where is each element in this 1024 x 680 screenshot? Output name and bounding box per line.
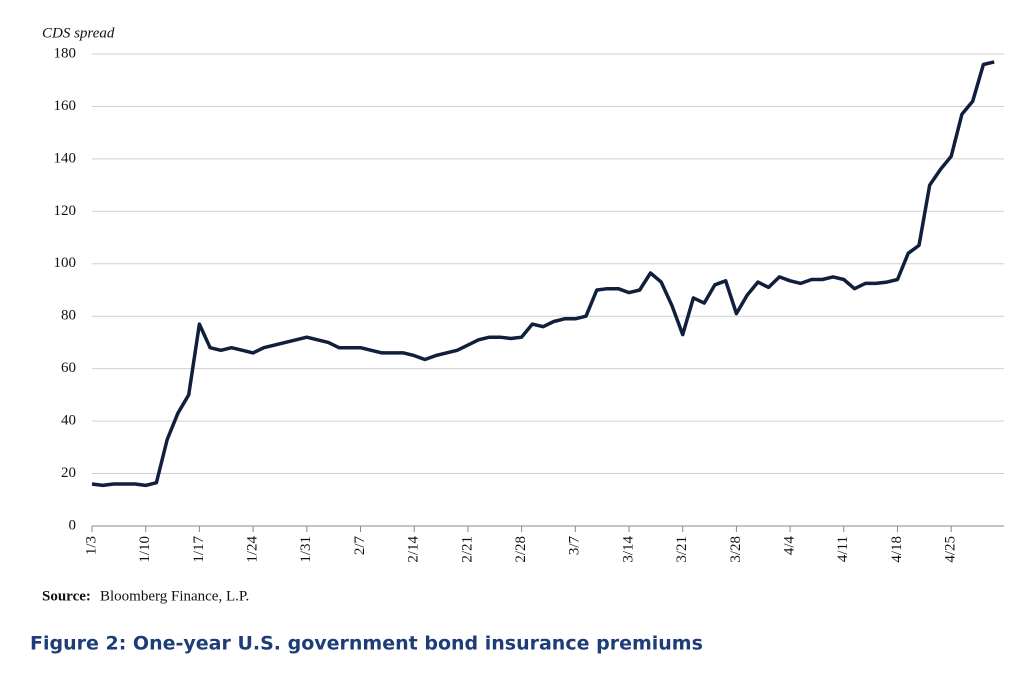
x-tick-label: 3/14 [620,536,636,563]
x-tick-label: 1/10 [137,536,153,563]
line [91,60,995,488]
y-tick-label: 40 [61,413,76,429]
y-axis-title: CDS spread [42,25,115,41]
y-tick-label: 160 [54,98,77,114]
x-tick-label: 4/11 [835,536,851,562]
x-tick-label: 1/17 [191,536,207,563]
x-tick-label: 2/28 [513,536,529,563]
x-tick-label: 2/7 [352,536,368,556]
y-tick-label: 140 [54,150,77,166]
x-tick-label: 4/4 [782,536,798,556]
x-tick-label: 4/25 [943,536,959,563]
source-label: Source: [42,588,91,604]
x-tick-label: 3/28 [728,536,744,563]
x-tick-label: 1/24 [245,536,261,563]
x-tick-label: 2/21 [459,536,475,563]
x-tick-label: 2/14 [406,536,422,563]
x-tick-label: 1/3 [83,536,99,555]
y-tick-label: 0 [69,517,77,533]
y-tick-label: 20 [61,465,76,481]
x-tick-label: 1/31 [298,536,314,563]
x-tick-label: 3/21 [674,536,690,563]
y-tick-label: 180 [54,45,77,61]
y-tick-label: 60 [61,360,76,376]
y-tick-label: 80 [61,308,76,324]
y-tick-label: 120 [54,203,77,219]
x-tick-label: 4/18 [889,536,905,563]
source: Bloomberg Finance, L.P. [100,588,249,604]
caption: Figure 2: One-year U.S. government bond … [30,633,703,655]
y-tick-label: 100 [54,255,77,271]
x-tick-label: 3/7 [567,536,583,556]
